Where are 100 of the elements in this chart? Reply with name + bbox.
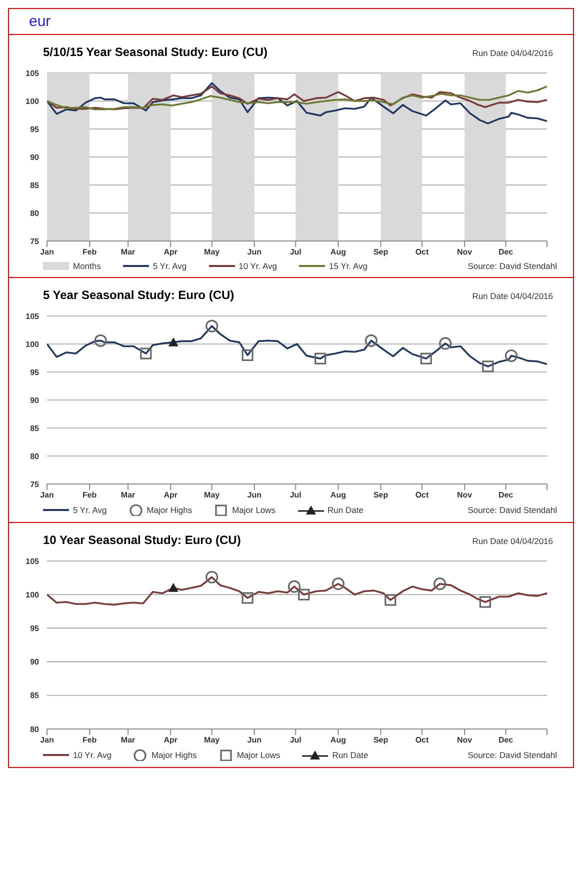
y-tick-label: 95 bbox=[30, 124, 40, 134]
x-tick-label: Jul bbox=[290, 248, 302, 257]
point bbox=[206, 570, 218, 584]
legend-label: Months bbox=[73, 261, 101, 271]
x-tick-label: Aug bbox=[330, 248, 346, 257]
point bbox=[504, 349, 518, 362]
point bbox=[420, 352, 432, 364]
text: Run Date 04/04/2016 bbox=[472, 48, 553, 58]
point bbox=[439, 337, 452, 350]
legend-label: Major Lows bbox=[232, 505, 276, 515]
y-tick-label: 85 bbox=[30, 180, 40, 190]
y-tick-label: 105 bbox=[26, 68, 40, 78]
chart-title: 5/10/15 Year Seasonal Study: Euro (CU) bbox=[43, 45, 268, 59]
x-tick-label: Apr bbox=[164, 248, 178, 257]
x-tick-label: Sep bbox=[373, 248, 388, 257]
y-tick-label: 100 bbox=[26, 96, 40, 106]
x-tick-label: Aug bbox=[330, 490, 346, 500]
y-tick-label: 90 bbox=[30, 396, 40, 405]
x-tick-label: Nov bbox=[457, 490, 473, 500]
y-tick-label: 90 bbox=[30, 658, 40, 667]
source-note: Source: David Stendahl bbox=[468, 750, 557, 760]
legend-label: Run Date bbox=[328, 505, 364, 515]
x-tick-label: Aug bbox=[330, 736, 346, 745]
x-tick-label: May bbox=[204, 490, 220, 500]
legend-label: 10 Yr. Avg bbox=[73, 750, 112, 760]
point bbox=[168, 582, 178, 592]
legend-label: 5 Yr. Avg bbox=[73, 505, 107, 515]
x-tick-label: Jun bbox=[247, 490, 262, 500]
y-tick-label: 75 bbox=[30, 480, 40, 489]
x-tick-label: Feb bbox=[82, 248, 97, 257]
x-tick-label: Jun bbox=[247, 736, 262, 745]
legend-label: 5 Yr. Avg bbox=[152, 261, 187, 271]
text: Run Date 04/04/2016 bbox=[472, 291, 553, 301]
y-tick-label: 90 bbox=[30, 152, 40, 162]
chart-title: 10 Year Seasonal Study: Euro (CU) bbox=[43, 533, 241, 547]
x-tick-label: Jun bbox=[247, 248, 262, 257]
x-tick-label: May bbox=[204, 736, 220, 745]
y-tick-label: 100 bbox=[26, 590, 40, 600]
y-tick-label: 80 bbox=[30, 724, 40, 734]
y-tick-label: 105 bbox=[26, 312, 40, 321]
x-tick-label: Apr bbox=[164, 490, 178, 500]
x-tick-label: Dec bbox=[498, 736, 514, 745]
point bbox=[288, 580, 301, 593]
line-series bbox=[47, 86, 547, 110]
x-tick-label: Mar bbox=[120, 736, 136, 745]
point bbox=[206, 320, 218, 332]
y-tick-label: 80 bbox=[30, 452, 40, 461]
x-tick-label: Oct bbox=[415, 736, 429, 745]
x-tick-label: Mar bbox=[120, 490, 136, 500]
point bbox=[298, 588, 310, 600]
line-series bbox=[47, 82, 547, 124]
y-tick-label: 85 bbox=[30, 691, 40, 700]
x-tick-label: Sep bbox=[373, 736, 388, 745]
legend-label: 15 Yr. Avg bbox=[329, 261, 368, 271]
source-note: Source: David Stendahl bbox=[468, 261, 557, 271]
text: eur bbox=[9, 9, 573, 35]
point bbox=[94, 334, 107, 347]
legend-label: 10 Yr. Avg bbox=[238, 261, 278, 271]
y-tick-label: 95 bbox=[30, 368, 40, 377]
point bbox=[242, 349, 254, 361]
point bbox=[314, 352, 326, 364]
x-tick-label: Jan bbox=[40, 490, 54, 500]
x-tick-label: Dec bbox=[498, 490, 514, 500]
point bbox=[168, 337, 178, 346]
chart-title: 5 Year Seasonal Study: Euro (CU) bbox=[43, 288, 234, 302]
y-tick-label: 105 bbox=[26, 556, 40, 566]
point bbox=[332, 578, 345, 590]
point bbox=[479, 596, 491, 608]
legend-label: Major Highs bbox=[151, 750, 197, 760]
legend-label: Run Date bbox=[332, 750, 368, 760]
y-tick-label: 80 bbox=[30, 208, 40, 218]
x-tick-label: Oct bbox=[415, 248, 429, 257]
y-tick-label: 75 bbox=[30, 236, 40, 246]
text: Run Date 04/04/2016 bbox=[472, 536, 553, 546]
point bbox=[140, 348, 152, 360]
x-tick-label: Jan bbox=[40, 736, 54, 745]
x-tick-label: Feb bbox=[82, 490, 97, 500]
x-tick-label: May bbox=[204, 248, 220, 257]
x-tick-label: Nov bbox=[457, 736, 473, 745]
x-tick-label: Feb bbox=[82, 736, 97, 745]
point bbox=[434, 578, 446, 590]
legend-label: Major Lows bbox=[236, 750, 280, 760]
x-tick-label: Nov bbox=[457, 248, 473, 257]
x-tick-label: Jul bbox=[290, 490, 302, 500]
x-tick-label: Jan bbox=[40, 248, 54, 257]
y-tick-label: 85 bbox=[30, 424, 40, 433]
x-tick-label: Apr bbox=[164, 736, 178, 745]
y-tick-label: 100 bbox=[26, 340, 40, 349]
point bbox=[242, 592, 254, 604]
legend-label: Major Highs bbox=[146, 505, 192, 515]
x-tick-label: Dec bbox=[498, 248, 514, 257]
point bbox=[364, 334, 378, 347]
x-tick-label: Mar bbox=[120, 248, 136, 257]
x-tick-label: Sep bbox=[373, 490, 388, 500]
x-tick-label: Jul bbox=[290, 736, 302, 745]
source-note: Source: David Stendahl bbox=[468, 505, 557, 515]
point bbox=[482, 360, 494, 372]
point bbox=[384, 594, 396, 606]
x-tick-label: Oct bbox=[415, 490, 429, 500]
y-tick-label: 95 bbox=[30, 624, 40, 634]
